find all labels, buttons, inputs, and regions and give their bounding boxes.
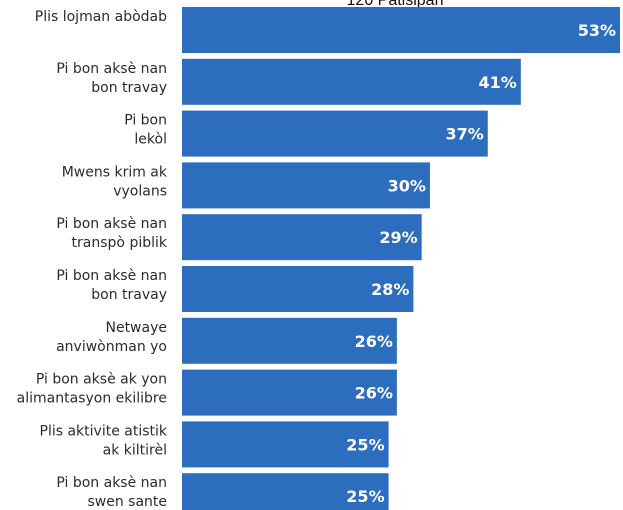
bar-value-label: 41% [479,73,517,92]
bar-value-label: 26% [355,332,393,351]
bar [182,473,389,510]
category-label: Mwens krim ak vyolans [62,164,168,199]
bar-row: 25% Pi bon aksè nan swen sante [56,473,389,510]
bar-row: 30% Mwens krim ak vyolans [62,162,430,209]
bar [182,58,521,105]
bar-value-label: 29% [379,228,417,247]
category-label: Plis aktivite atistik ak kiltirèl [40,423,168,458]
category-label: Pi bon lekòl [124,113,167,148]
bar [182,266,414,312]
bar-row: 26% Netwaye anviwònman yo [56,317,397,364]
category-label: Plis lojman abòdab [35,9,167,25]
bar-value-label: 28% [371,280,409,299]
category-label: Netwaye anviwònman yo [56,320,167,355]
bars-group: 53% Plis lojman abòdab 41% Pi bon aksè nan b… [17,7,620,510]
bar-value-label: 53% [578,21,616,40]
bar-value-label: 25% [346,487,384,506]
bar-row: 37% Pi bon lekòl [124,110,488,157]
bar [182,317,397,364]
bar-row: 26% Pi bon aksè ak yon alimantasyon ekilib… [17,369,397,416]
category-label: Pi bon aksè nan transpò piblik [56,216,168,251]
bar [182,162,430,209]
bar [182,421,389,468]
bar [182,7,620,53]
bar-value-label: 26% [355,384,393,403]
bar-value-label: 30% [388,176,426,195]
category-label: Pi bon aksè nan bon travay [56,61,167,96]
category-label: Pi bon aksè nan bon travay [56,268,167,303]
bar [182,110,488,157]
category-label: Pi bon aksè ak yon alimantasyon ekilibre [17,372,167,407]
bar-row: 25% Plis aktivite atistik ak kiltirèl [40,421,389,468]
bar [182,369,397,416]
bar-value-label: 37% [445,125,483,144]
chart-title: 120 Patisipan [347,0,444,9]
category-label: Pi bon aksè nan swen sante [56,475,167,510]
bar-value-label: 25% [346,435,384,454]
bar [182,214,422,261]
bar-row: 29% Pi bon aksè nan transpò piblik [56,214,422,261]
bar-row: 41% Pi bon aksè nan bon travay [56,58,521,105]
bar-row: 28% Pi bon aksè nan bon travay [56,266,414,312]
bar-row: 53% Plis lojman abòdab [35,7,620,53]
